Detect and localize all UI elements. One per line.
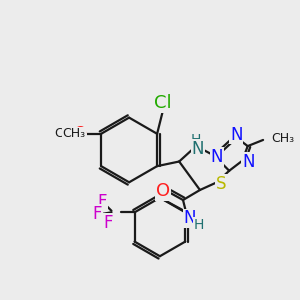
Text: CH₃: CH₃ — [271, 132, 294, 145]
Text: H: H — [194, 218, 204, 232]
Text: O: O — [70, 125, 83, 143]
Text: F: F — [93, 205, 102, 223]
Text: F: F — [103, 214, 113, 232]
Text: N: N — [191, 140, 204, 158]
Text: N: N — [230, 126, 242, 144]
Text: O: O — [156, 182, 170, 200]
Text: H: H — [191, 133, 201, 147]
Text: F: F — [98, 193, 107, 211]
Text: CH₃: CH₃ — [54, 127, 77, 140]
Text: CH₃: CH₃ — [63, 127, 86, 140]
Text: S: S — [216, 175, 227, 193]
Text: N: N — [184, 209, 196, 227]
Text: N: N — [211, 148, 223, 166]
Text: Cl: Cl — [154, 94, 172, 112]
Text: N: N — [242, 153, 255, 171]
Text: O: O — [73, 125, 86, 143]
